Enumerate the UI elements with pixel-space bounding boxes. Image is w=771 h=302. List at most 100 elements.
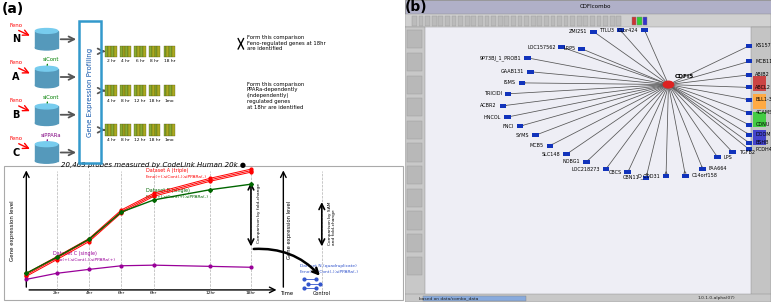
Text: TRICIDI: TRICIDI — [483, 91, 502, 96]
Text: siCont: siCont — [42, 57, 59, 62]
Bar — [126, 124, 128, 136]
Bar — [111, 124, 114, 136]
Bar — [143, 85, 146, 96]
Text: Comparison by SAM
and fold-change: Comparison by SAM and fold-change — [328, 202, 336, 245]
Bar — [491, 16, 496, 26]
Bar — [632, 17, 636, 25]
Bar — [407, 30, 423, 48]
Bar — [134, 85, 137, 96]
Bar — [163, 46, 167, 57]
Text: 2 hr: 2 hr — [106, 59, 115, 63]
Bar — [114, 46, 116, 57]
Text: 18hr: 18hr — [246, 291, 256, 295]
Text: Feno: Feno — [9, 23, 23, 27]
Text: TGFB2: TGFB2 — [739, 150, 755, 155]
Text: GAAB131: GAAB131 — [501, 69, 524, 74]
Bar — [591, 30, 597, 34]
Bar — [143, 124, 146, 136]
Text: 18 hr: 18 hr — [163, 59, 175, 63]
Bar — [105, 124, 108, 136]
Bar — [407, 257, 423, 275]
Bar — [108, 85, 111, 96]
Text: ISMS: ISMS — [503, 80, 516, 85]
Text: ACBR2: ACBR2 — [480, 103, 497, 108]
Bar — [172, 124, 175, 136]
Bar — [172, 85, 175, 96]
Bar — [746, 59, 752, 63]
Bar — [458, 16, 463, 26]
Bar — [746, 98, 752, 102]
Bar — [155, 124, 157, 136]
Text: (b): (b) — [405, 0, 427, 14]
Text: Dataset A (triple): Dataset A (triple) — [146, 168, 188, 173]
Bar — [610, 16, 614, 26]
Text: NOBG1: NOBG1 — [563, 159, 581, 164]
Bar — [412, 16, 417, 26]
Bar — [752, 130, 766, 145]
Bar — [137, 46, 140, 57]
Bar — [465, 16, 470, 26]
Text: Feno: Feno — [9, 60, 23, 65]
Text: 1mo: 1mo — [164, 99, 174, 103]
Bar — [571, 16, 575, 26]
Bar — [641, 28, 648, 32]
Bar — [590, 16, 595, 26]
Bar — [505, 92, 511, 96]
Bar — [752, 112, 766, 127]
Bar — [155, 46, 157, 57]
Bar — [134, 46, 137, 57]
Text: Feno: Feno — [9, 136, 23, 141]
Bar — [111, 85, 114, 96]
Text: 1.0.1.0-alpha(07): 1.0.1.0-alpha(07) — [698, 296, 736, 300]
Bar — [617, 28, 624, 32]
Text: Gene expression level: Gene expression level — [10, 200, 15, 261]
Text: C: C — [12, 147, 20, 158]
Bar — [517, 16, 522, 26]
Text: 4hr: 4hr — [86, 291, 93, 295]
Ellipse shape — [663, 81, 674, 88]
Bar — [751, 27, 771, 296]
Bar — [114, 124, 116, 136]
Ellipse shape — [35, 28, 58, 33]
Bar — [746, 123, 752, 127]
Ellipse shape — [35, 120, 58, 126]
Bar — [407, 53, 423, 71]
Bar — [405, 14, 771, 27]
Text: 4CAMSS1: 4CAMSS1 — [756, 111, 771, 115]
Text: Dataset N (quadruplicate): Dataset N (quadruplicate) — [299, 264, 356, 268]
Ellipse shape — [35, 104, 58, 109]
Text: Feno(+);siCont(+);siPPARa(-): Feno(+);siCont(+);siPPARa(-) — [146, 195, 209, 199]
Text: TTLU3: TTLU3 — [599, 28, 614, 33]
Bar — [105, 46, 108, 57]
Text: ABCL2: ABCL2 — [756, 85, 771, 90]
Bar — [126, 85, 128, 96]
Bar — [123, 85, 126, 96]
Bar — [149, 85, 152, 96]
Bar — [746, 73, 752, 77]
Text: CDNU: CDNU — [756, 122, 769, 127]
Bar — [504, 16, 509, 26]
Text: 2hr: 2hr — [53, 291, 60, 295]
Bar — [452, 16, 456, 26]
Bar — [432, 16, 436, 26]
Bar — [746, 133, 752, 137]
Bar — [583, 160, 590, 164]
Bar — [578, 47, 584, 51]
Text: DOOM: DOOM — [756, 132, 771, 137]
Bar — [498, 16, 503, 26]
Bar — [405, 294, 771, 302]
Ellipse shape — [35, 142, 58, 147]
Bar — [500, 104, 507, 108]
Bar — [140, 46, 143, 57]
Bar — [524, 56, 531, 60]
Bar — [405, 0, 771, 14]
Bar — [407, 189, 423, 207]
Bar — [643, 17, 647, 25]
Bar — [682, 174, 689, 178]
Bar — [407, 76, 423, 94]
Text: siPPARa: siPPARa — [40, 133, 61, 138]
Text: Feno: Feno — [9, 98, 23, 103]
Text: 6 hr: 6 hr — [136, 59, 144, 63]
Text: LPS: LPS — [724, 155, 732, 160]
Text: 18 hr: 18 hr — [149, 99, 160, 103]
